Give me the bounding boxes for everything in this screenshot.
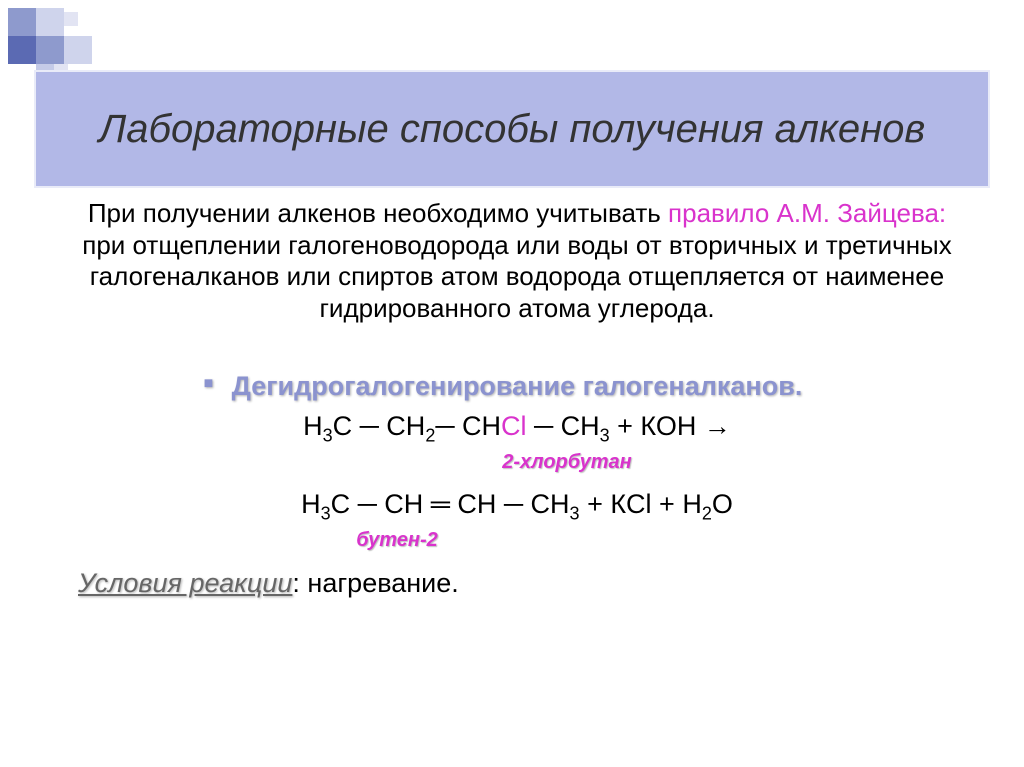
eq-text: H xyxy=(303,411,323,441)
intro-lead: При получении алкенов необходимо учитыва… xyxy=(88,198,668,228)
subheading: Дегидрогалогенирование галогеналканов. xyxy=(232,371,803,402)
equation-line-2: H3C ─ CH ═ CH ─ CH3 + КCl + H2O xyxy=(70,488,964,525)
eq-sub: 3 xyxy=(321,503,331,523)
conditions: Условия реакции: нагревание. xyxy=(70,568,964,599)
intro-author: правило А.М. Зайцева: xyxy=(668,198,946,228)
compound-label-2: бутен-2 xyxy=(70,529,964,552)
eq-sub: 2 xyxy=(425,425,435,445)
eq-sub: 3 xyxy=(570,503,580,523)
eq-text: C ─ CH ═ CH ─ CH xyxy=(331,489,570,519)
slide-title-band: Лабораторные способы получения алкенов xyxy=(34,70,990,188)
intro-paragraph: При получении алкенов необходимо учитыва… xyxy=(70,198,964,325)
eq-halogen: Cl xyxy=(501,411,527,441)
eq-text: H xyxy=(301,489,321,519)
intro-body: при отщеплении галогеноводорода или воды… xyxy=(82,230,952,323)
slide-content: При получении алкенов необходимо учитыва… xyxy=(70,198,964,599)
eq-text: O xyxy=(712,489,733,519)
eq-sub: 2 xyxy=(702,503,712,523)
eq-sub: 3 xyxy=(323,425,333,445)
eq-text: ─ CH xyxy=(435,411,501,441)
eq-text: + КCl + H xyxy=(580,489,702,519)
equation-line-1: H3C ─ CH2─ CHCl ─ CH3 + КОН → xyxy=(70,410,964,447)
compound-label-1: 2-хлорбутан xyxy=(70,451,964,474)
eq-text: + КОН → xyxy=(610,411,731,441)
conditions-body: : нагревание. xyxy=(292,568,458,598)
eq-sub: 3 xyxy=(600,425,610,445)
eq-text: ─ CH xyxy=(526,411,599,441)
slide-title: Лабораторные способы получения алкенов xyxy=(99,105,925,153)
conditions-lead: Условия реакции xyxy=(78,568,292,598)
eq-text: C ─ CH xyxy=(333,411,426,441)
